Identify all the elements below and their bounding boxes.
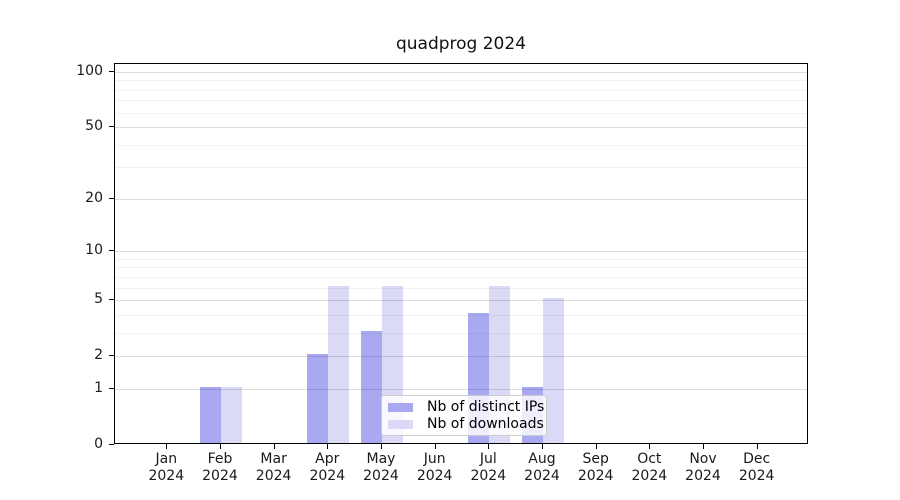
y-tick-mark-2	[109, 355, 114, 357]
x-tick-label-jun: Jun 2024	[417, 451, 453, 484]
y-tick-mark-5	[109, 299, 114, 301]
gridline-y-2	[115, 356, 807, 358]
x-tick-label-mar: Mar 2024	[256, 451, 292, 484]
x-tick-label-dec: Dec 2024	[739, 451, 775, 484]
y-tick-label-100: 100	[76, 62, 103, 79]
plot-area: Nb of distinct IPs Nb of downloads	[114, 63, 808, 444]
x-tick-month: Jul	[479, 451, 497, 467]
gridline-y-9	[115, 258, 807, 260]
gridline-y-1	[115, 388, 807, 390]
x-tick-month: Mar	[260, 451, 287, 467]
x-tick-month: Jun	[423, 451, 446, 467]
x-tick-mark-sep	[595, 444, 597, 449]
gridline-y-6	[115, 287, 807, 289]
gridline-y-5	[115, 300, 807, 302]
y-tick-mark-1	[109, 387, 114, 389]
legend-row-downloads: Nb of downloads	[388, 416, 544, 432]
x-tick-label-sep: Sep 2024	[578, 451, 614, 484]
x-tick-label-jul: Jul 2024	[470, 451, 506, 484]
y-tick-mark-20	[109, 197, 114, 199]
x-tick-label-jan: Jan 2024	[148, 451, 184, 484]
x-tick-year: 2024	[309, 467, 346, 484]
x-tick-month: Nov	[689, 451, 717, 467]
x-tick-year: 2024	[738, 467, 775, 484]
legend-swatch-downloads	[388, 419, 413, 429]
x-tick-year: 2024	[631, 467, 668, 484]
x-tick-mark-jun	[434, 444, 436, 449]
y-tick-label-20: 20	[85, 189, 103, 206]
y-tick-mark-100	[109, 70, 114, 72]
x-tick-mark-oct	[649, 444, 651, 449]
legend-row-distinct-ips: Nb of distinct IPs	[388, 399, 544, 415]
bar-downloads-apr	[328, 285, 350, 443]
gridline-y-4	[115, 314, 807, 316]
gridline-y-30	[115, 167, 807, 169]
x-tick-year: 2024	[470, 467, 507, 484]
bar-downloads-feb	[220, 386, 242, 443]
x-tick-month: Feb	[207, 451, 233, 467]
legend: Nb of distinct IPs Nb of downloads	[381, 395, 547, 436]
x-tick-mark-jul	[488, 444, 490, 449]
x-tick-year: 2024	[577, 467, 614, 484]
gridline-y-8	[115, 267, 807, 269]
y-tick-label-50: 50	[85, 118, 103, 135]
legend-label-distinct-ips: Nb of distinct IPs	[427, 399, 545, 415]
x-tick-year: 2024	[255, 467, 292, 484]
x-tick-mark-mar	[273, 444, 275, 449]
x-tick-mark-apr	[327, 444, 329, 449]
x-tick-label-may: May 2024	[363, 451, 399, 484]
x-tick-month: Sep	[582, 451, 609, 467]
gridline-y-60	[115, 112, 807, 114]
bar-distinct-ips-feb	[199, 386, 221, 443]
y-tick-label-0: 0	[94, 436, 103, 452]
x-tick-month: Jan	[155, 451, 178, 467]
x-tick-label-oct: Oct 2024	[632, 451, 668, 484]
bar-downloads-aug	[542, 298, 564, 443]
y-tick-label-5: 5	[94, 291, 103, 308]
x-tick-month: Dec	[743, 451, 771, 467]
x-tick-label-nov: Nov 2024	[685, 451, 721, 484]
x-tick-year: 2024	[416, 467, 453, 484]
bar-distinct-ips-apr	[307, 354, 329, 443]
gridline-y-40	[115, 144, 807, 146]
y-tick-label-2: 2	[94, 347, 103, 364]
legend-swatch-distinct-ips	[388, 402, 413, 412]
x-tick-month: Aug	[528, 451, 556, 467]
gridline-y-20	[115, 198, 807, 200]
x-tick-year: 2024	[148, 467, 185, 484]
x-tick-mark-feb	[219, 444, 221, 449]
y-tick-label-1: 1	[94, 379, 103, 396]
x-tick-label-feb: Feb 2024	[202, 451, 238, 484]
gridline-y-7	[115, 276, 807, 278]
gridline-y-3	[115, 332, 807, 334]
x-tick-mark-may	[380, 444, 382, 449]
gridline-y-100	[115, 71, 807, 73]
y-tick-mark-0	[109, 444, 114, 445]
legend-label-downloads: Nb of downloads	[427, 416, 544, 432]
x-tick-mark-dec	[756, 444, 758, 449]
gridline-y-80	[115, 89, 807, 91]
x-tick-label-aug: Aug 2024	[524, 451, 560, 484]
x-tick-mark-jan	[166, 444, 168, 449]
x-tick-month: Oct	[637, 451, 662, 467]
bar-distinct-ips-may	[360, 330, 382, 443]
gridline-y-90	[115, 80, 807, 82]
x-tick-month: May	[366, 451, 396, 467]
x-tick-mark-aug	[541, 444, 543, 449]
x-tick-year: 2024	[524, 467, 560, 484]
gridline-y-10	[115, 251, 807, 253]
y-tick-label-10: 10	[85, 242, 103, 259]
x-tick-year: 2024	[363, 467, 399, 484]
x-tick-mark-nov	[703, 444, 704, 449]
x-tick-year: 2024	[202, 467, 238, 484]
gridline-y-70	[115, 100, 807, 102]
x-tick-label-apr: Apr 2024	[309, 451, 345, 484]
chart-title: quadprog 2024	[395, 34, 527, 54]
x-tick-month: Apr	[315, 451, 340, 467]
x-tick-year: 2024	[685, 467, 721, 484]
y-tick-mark-50	[109, 126, 114, 128]
gridline-y-50	[115, 127, 807, 129]
y-tick-mark-10	[109, 250, 114, 252]
